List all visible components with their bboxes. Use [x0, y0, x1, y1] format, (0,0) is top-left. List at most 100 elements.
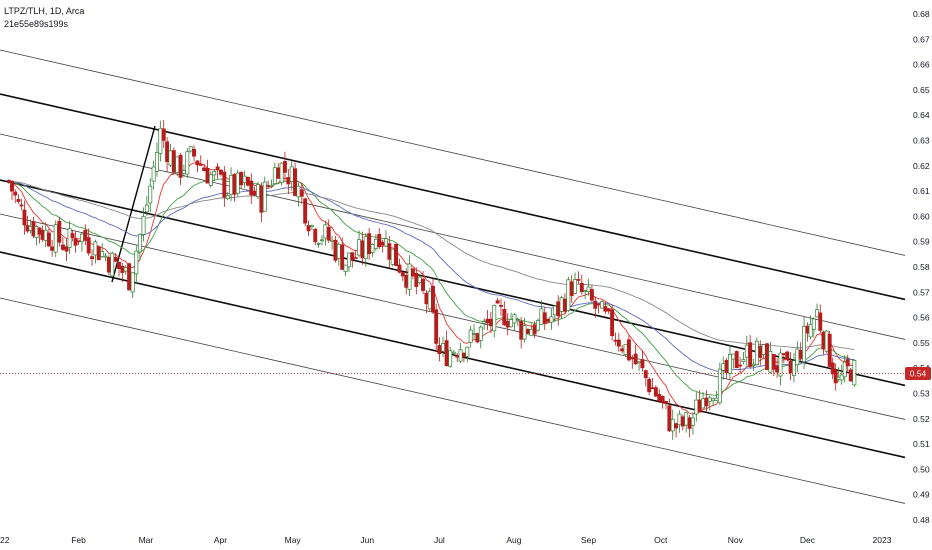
candle-body — [734, 351, 739, 369]
candle-body — [22, 209, 27, 226]
candle-body — [630, 357, 635, 360]
candle-body — [488, 318, 493, 327]
candle-body — [593, 300, 598, 309]
candle-body — [748, 342, 753, 367]
candle-body — [728, 353, 732, 374]
candle-body — [573, 279, 578, 294]
y-tick-label: 0.56 — [913, 313, 930, 323]
y-tick-label: 0.57 — [913, 287, 930, 297]
candle-body — [407, 263, 412, 290]
time-axis: 22 Feb Mar Apr May Jun Jul Aug Sep Oct Nov Dec 2023 — [0, 535, 892, 545]
candle-body — [387, 243, 392, 260]
candle-body — [390, 248, 395, 265]
channel-line — [0, 297, 906, 504]
candle-body — [633, 353, 638, 365]
candle-body — [363, 236, 368, 260]
candle-body — [259, 185, 264, 213]
candle-body — [113, 256, 118, 262]
candle-body — [76, 240, 81, 243]
candle-body — [680, 416, 685, 427]
candle-body — [333, 239, 338, 261]
candle-body — [586, 286, 591, 292]
candle-body — [192, 148, 196, 157]
candle-body — [738, 364, 743, 367]
candle-body — [242, 175, 247, 183]
candle-body — [202, 167, 207, 172]
candle-body — [90, 256, 94, 260]
candle-body — [701, 398, 705, 409]
candle-body — [606, 308, 611, 312]
candle-body — [485, 318, 490, 324]
candle-body — [330, 239, 335, 242]
candle-body — [827, 333, 832, 367]
x-tick-label: Mar — [139, 535, 154, 545]
candle-body — [714, 397, 719, 401]
candle-body — [802, 326, 807, 362]
candle-body — [549, 316, 554, 323]
candle-body — [811, 318, 816, 330]
candle-body — [808, 323, 813, 338]
candle-body — [175, 156, 180, 173]
candle-body — [852, 360, 857, 386]
candle-body — [468, 329, 473, 343]
candle-body — [505, 320, 510, 328]
candle-body — [475, 333, 480, 343]
candle-body — [448, 350, 453, 367]
candle-body — [499, 305, 503, 307]
candle-body — [687, 417, 692, 429]
candle-body — [6, 180, 11, 182]
y-tick-label: 0.68 — [913, 9, 930, 19]
candle-body — [664, 400, 668, 404]
candle-body — [424, 292, 429, 305]
candle-body — [650, 387, 655, 390]
candle-body — [461, 352, 466, 357]
candle-body — [798, 349, 803, 359]
y-tick-label: 0.65 — [913, 85, 930, 95]
candle-body — [16, 199, 21, 202]
candle-body — [336, 243, 341, 259]
candle-body — [697, 399, 702, 413]
candle-body — [151, 166, 156, 182]
candle-body — [50, 246, 55, 251]
candle-body — [482, 321, 487, 324]
candle-body — [751, 363, 756, 366]
y-tick-label: 0.53 — [913, 389, 930, 399]
ma-mid-line — [8, 178, 855, 396]
candle-body — [754, 340, 759, 365]
candle-body — [724, 359, 729, 374]
candle-body — [222, 171, 227, 198]
candle-body — [781, 353, 786, 355]
x-tick-label: Apr — [214, 535, 227, 545]
candle-body — [303, 198, 308, 224]
ma-long-line — [8, 180, 855, 350]
candle-body — [262, 181, 267, 212]
candle-body — [509, 319, 514, 328]
candle-body — [414, 273, 419, 287]
candle-body — [711, 398, 716, 402]
candle-body — [266, 185, 271, 187]
symbol-title: LTPZ/TLH, 1D, Arca — [4, 6, 85, 16]
x-tick-label: May — [285, 535, 302, 545]
candle-body — [106, 257, 111, 273]
x-tick-label: Nov — [728, 535, 744, 545]
candle-body — [326, 226, 331, 241]
y-tick-label: 0.49 — [913, 490, 930, 500]
candle-body — [289, 166, 294, 182]
channel-line — [0, 133, 906, 340]
candle-body — [596, 303, 601, 306]
candle-body — [694, 399, 699, 415]
candle-body — [761, 344, 766, 355]
candle-body — [552, 305, 557, 316]
candle-body — [400, 272, 405, 277]
candle-body — [451, 351, 456, 354]
candle-body — [120, 265, 125, 273]
candle-body — [704, 397, 709, 407]
candle-body — [830, 362, 835, 375]
candle-body — [579, 282, 584, 293]
candle-body — [370, 244, 375, 253]
candle-body — [478, 326, 483, 341]
candle-body — [637, 361, 641, 364]
y-tick-label: 0.67 — [913, 34, 930, 44]
candle-body — [640, 359, 645, 369]
